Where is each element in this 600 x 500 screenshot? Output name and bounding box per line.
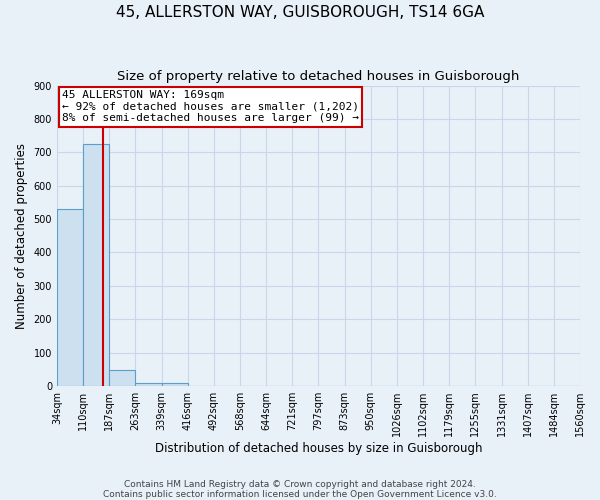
Text: 45, ALLERSTON WAY, GUISBOROUGH, TS14 6GA: 45, ALLERSTON WAY, GUISBOROUGH, TS14 6GA: [116, 5, 484, 20]
Text: Contains HM Land Registry data © Crown copyright and database right 2024.
Contai: Contains HM Land Registry data © Crown c…: [103, 480, 497, 499]
Bar: [161, 382, 188, 386]
Title: Size of property relative to detached houses in Guisborough: Size of property relative to detached ho…: [117, 70, 520, 83]
Bar: [83, 144, 109, 386]
Text: 45 ALLERSTON WAY: 169sqm
← 92% of detached houses are smaller (1,202)
8% of semi: 45 ALLERSTON WAY: 169sqm ← 92% of detach…: [62, 90, 359, 124]
Bar: [136, 382, 161, 386]
X-axis label: Distribution of detached houses by size in Guisborough: Distribution of detached houses by size …: [155, 442, 482, 455]
Bar: [57, 209, 83, 386]
Bar: [109, 370, 136, 386]
Y-axis label: Number of detached properties: Number of detached properties: [15, 143, 28, 329]
